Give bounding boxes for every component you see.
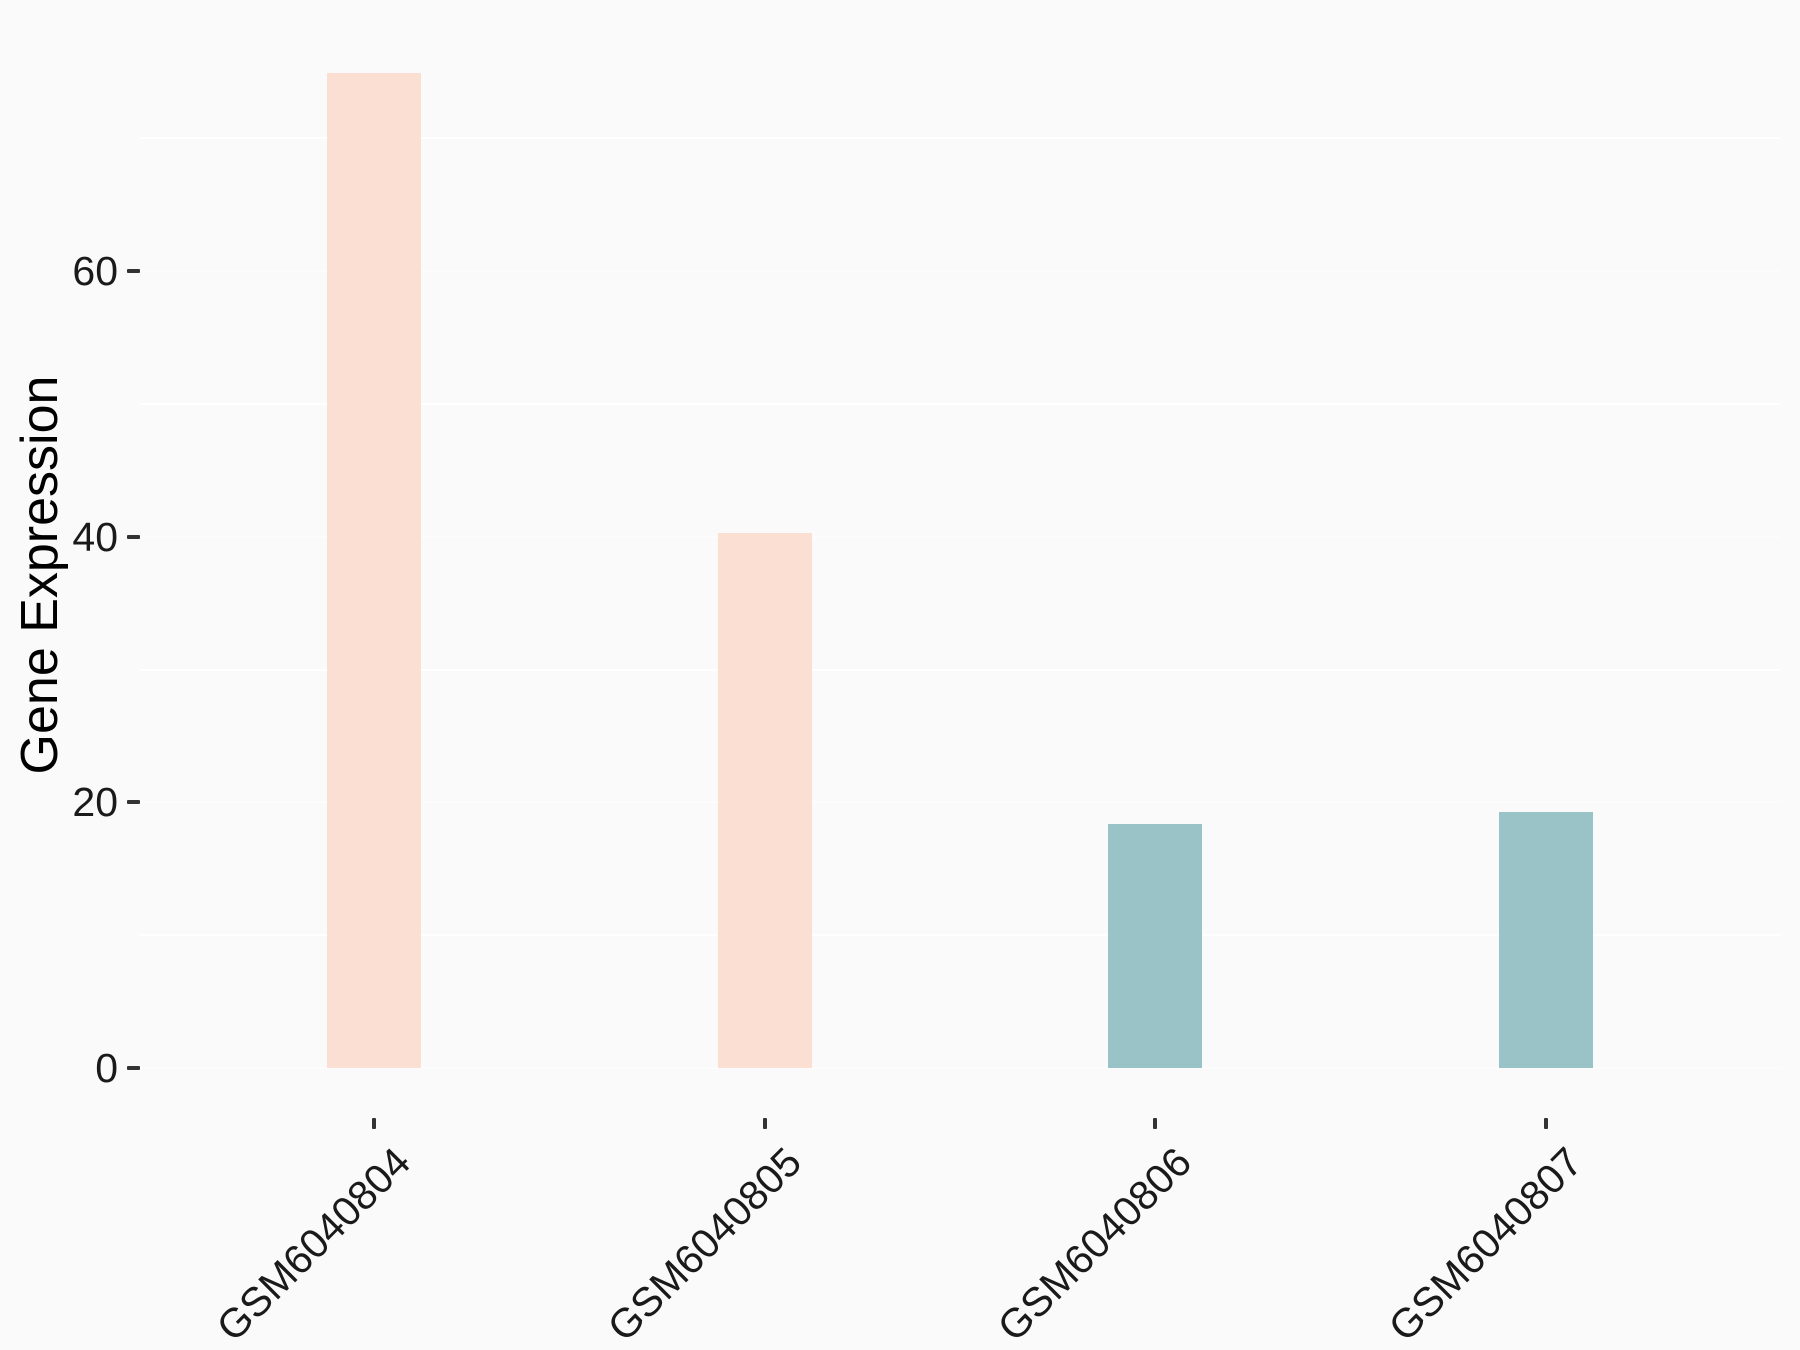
x-tick-label: GSM6040804	[207, 1138, 420, 1350]
y-tick-mark	[127, 800, 140, 804]
x-tick-label: GSM6040805	[598, 1138, 811, 1350]
y-tick-mark	[127, 1066, 140, 1070]
x-tick-label: GSM6040806	[988, 1138, 1201, 1350]
minor-gridline	[140, 669, 1780, 671]
y-tick-mark	[127, 269, 140, 273]
bar-GSM6040806	[1108, 824, 1202, 1068]
major-gridline	[140, 801, 1780, 803]
y-axis-title: Gene Expression	[11, 375, 69, 775]
bar-GSM6040807	[1499, 812, 1593, 1068]
y-tick-label: 40	[72, 514, 118, 560]
major-gridline	[140, 1067, 1780, 1069]
y-tick-label: 60	[72, 248, 118, 294]
y-tick-label: 0	[95, 1045, 118, 1091]
x-tick-mark	[1544, 1118, 1548, 1129]
major-gridline	[140, 536, 1780, 538]
x-tick-mark	[372, 1118, 376, 1129]
bar-GSM6040804	[327, 73, 421, 1068]
bar-GSM6040805	[718, 533, 812, 1068]
y-tick-mark	[127, 535, 140, 539]
plot-panel	[140, 21, 1780, 1118]
minor-gridline	[140, 934, 1780, 936]
x-tick-mark	[1153, 1118, 1157, 1129]
minor-gridline	[140, 403, 1780, 405]
minor-gridline	[140, 137, 1780, 139]
major-gridline	[140, 270, 1780, 272]
x-tick-label: GSM6040807	[1379, 1138, 1592, 1350]
y-tick-label: 20	[72, 779, 118, 825]
x-tick-mark	[763, 1118, 767, 1129]
